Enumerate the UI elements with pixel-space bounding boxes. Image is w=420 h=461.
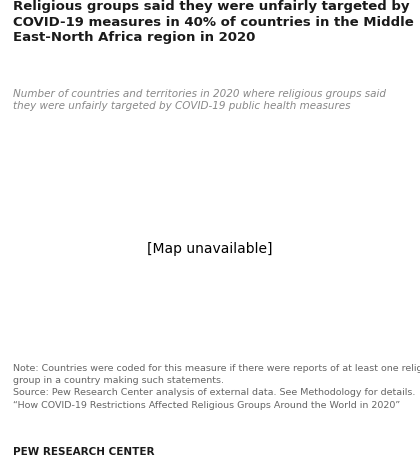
Text: [Map unavailable]: [Map unavailable]: [147, 242, 273, 256]
Text: Note: Countries were coded for this measure if there were reports of at least on: Note: Countries were coded for this meas…: [13, 364, 420, 410]
Text: Number of countries and territories in 2020 where religious groups said
they wer: Number of countries and territories in 2…: [13, 89, 386, 111]
Text: PEW RESEARCH CENTER: PEW RESEARCH CENTER: [13, 447, 154, 457]
Text: Religious groups said they were unfairly targeted by
COVID-19 measures in 40% of: Religious groups said they were unfairly…: [13, 0, 413, 44]
